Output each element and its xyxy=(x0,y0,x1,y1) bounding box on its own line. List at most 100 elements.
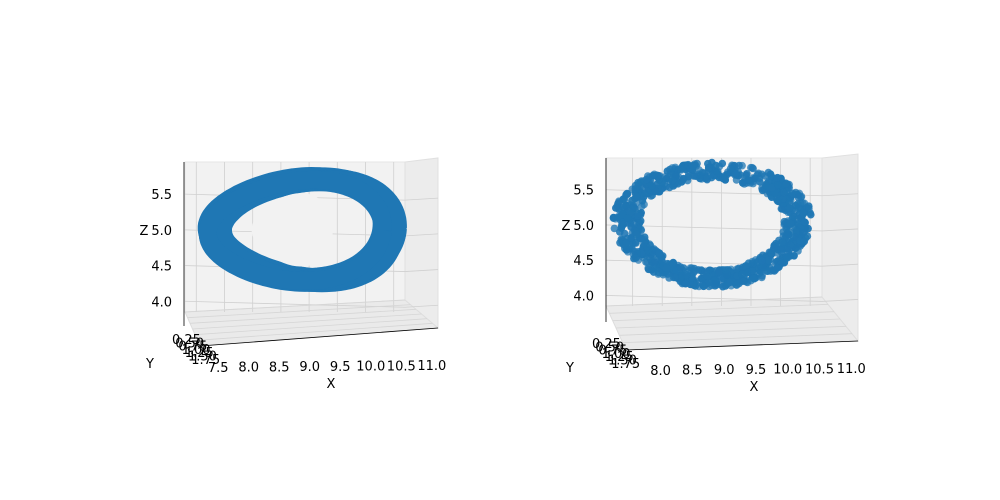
x-tick-label: 8.5 xyxy=(682,363,703,378)
y-axis-title: Y xyxy=(145,357,154,372)
scatter-point xyxy=(710,276,719,285)
scatter-point xyxy=(799,209,808,218)
x-tick-label: 7.5 xyxy=(208,361,229,376)
scatter-point xyxy=(633,212,642,220)
z-tick-label: 5.5 xyxy=(573,184,594,199)
scatter-point xyxy=(655,249,664,257)
y-grid-line xyxy=(605,296,823,307)
y-tick-label: 1.00 xyxy=(182,343,211,358)
y-tick-label: 0.50 xyxy=(595,340,624,355)
z-grid-line xyxy=(404,304,439,308)
scatter-point xyxy=(791,201,800,210)
scatter-point xyxy=(621,202,630,210)
y-grid-line xyxy=(184,299,406,313)
z-grid-line xyxy=(605,295,823,302)
x-tick-label: 8.0 xyxy=(650,364,671,379)
scatter-point xyxy=(627,234,635,242)
scatter-point xyxy=(756,178,764,186)
scatter-point xyxy=(764,256,773,265)
scatter-point xyxy=(794,193,803,202)
scatter-point xyxy=(805,204,813,213)
scatter-point xyxy=(777,246,785,254)
scatter-point xyxy=(784,230,793,239)
scatter-point xyxy=(794,215,802,223)
scatter-point xyxy=(650,170,659,179)
scatter-point xyxy=(762,181,770,190)
scatter-point xyxy=(679,174,688,183)
right-3d-scatter-chart: 4.0 4.5 5.0 5.5 Z 8.0 8.5 9.0 9.5 10.0 10.5 11.0 X 0.… xyxy=(562,153,866,395)
scatter-point xyxy=(786,204,794,212)
scatter-point xyxy=(610,224,619,233)
scatter-point xyxy=(699,282,708,291)
scatter-point xyxy=(701,174,710,183)
side-pane xyxy=(404,157,439,329)
y-grid-line xyxy=(187,304,411,319)
y-tick-label: 0.25 xyxy=(592,337,621,352)
scatter-point xyxy=(629,204,637,212)
scatter-point xyxy=(688,161,697,170)
scatter-point xyxy=(671,273,679,282)
x-tick-label: 11.0 xyxy=(837,362,866,377)
z-grid-line xyxy=(404,233,439,237)
scatter-point xyxy=(749,274,758,283)
z-grid-line xyxy=(184,300,406,308)
y-tick-label: 0.50 xyxy=(175,336,204,351)
y-tick-label: 0.25 xyxy=(172,333,201,348)
scatter-point xyxy=(614,213,622,221)
scatter-point xyxy=(807,210,815,219)
scatter-point xyxy=(763,267,772,276)
z-tick-label: 4.5 xyxy=(573,254,594,269)
z-grid-line xyxy=(404,269,439,272)
trajectory-loop xyxy=(198,170,392,290)
scatter-point xyxy=(712,161,720,170)
x-tick-label: 9.5 xyxy=(330,360,351,375)
y-tick-label: 0.75 xyxy=(178,340,207,355)
x-tick-label: 9.5 xyxy=(746,363,767,378)
scatter-point xyxy=(782,180,790,188)
y-axis-title: Y xyxy=(565,361,574,376)
x-tick-label: 9.0 xyxy=(299,360,320,375)
scatter-point xyxy=(733,265,741,274)
scatter-point xyxy=(642,175,651,184)
scatter-point xyxy=(799,229,807,237)
y-tick-label: 1.75 xyxy=(191,353,220,368)
scatter-point xyxy=(741,262,750,270)
scatter-point xyxy=(696,174,704,183)
scatter-point xyxy=(646,241,655,250)
x-axis-line xyxy=(625,340,859,351)
scatter-point xyxy=(662,264,671,272)
scatter-point xyxy=(627,223,635,231)
scatter-point xyxy=(640,236,649,244)
scatter-point xyxy=(726,164,735,173)
x-axis-title: X xyxy=(750,380,759,395)
z-tick-label: 5.0 xyxy=(573,219,594,234)
x-tick-label: 10.5 xyxy=(387,359,416,374)
scatter-point xyxy=(703,272,712,281)
scatter-point xyxy=(715,268,723,276)
scatter-point xyxy=(634,256,643,264)
scatter-point xyxy=(638,202,646,210)
scatter-point xyxy=(748,163,756,172)
scatter-point xyxy=(740,180,749,188)
scatter-point xyxy=(721,172,729,181)
y-grid-line xyxy=(612,311,835,322)
scatter-point xyxy=(738,270,746,279)
data-series-points xyxy=(609,158,815,291)
scatter-point xyxy=(758,170,766,179)
z-grid-line xyxy=(821,228,859,232)
scatter-point xyxy=(638,184,647,193)
scatter-point xyxy=(758,272,766,280)
scatter-point xyxy=(785,246,793,255)
x-tick-label: 11.0 xyxy=(417,359,446,374)
scatter-point xyxy=(713,167,722,176)
scatter-point xyxy=(632,192,641,201)
scatter-point xyxy=(786,219,795,228)
loop-hole xyxy=(251,193,333,267)
y-grid-line xyxy=(619,325,847,336)
scatter-point xyxy=(668,164,677,172)
scatter-point xyxy=(631,185,640,193)
scatter-point xyxy=(788,189,797,198)
scatter-point xyxy=(615,197,623,205)
scatter-point xyxy=(658,178,666,187)
